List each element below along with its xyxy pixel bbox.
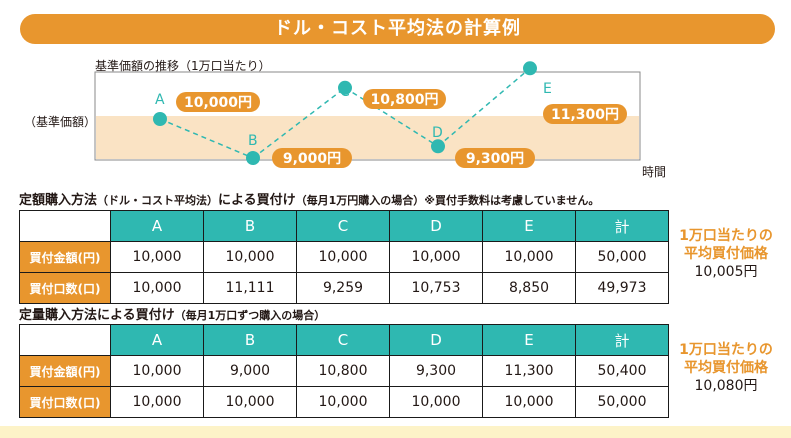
table-cell: 10,000 xyxy=(110,272,204,304)
column-header: E xyxy=(482,324,576,356)
table-cell: 50,000 xyxy=(575,241,669,273)
table-cell: 10,753 xyxy=(389,272,483,304)
point-label: D xyxy=(432,125,443,141)
avg-label: 1万口当たりの xyxy=(679,228,773,244)
data-point xyxy=(153,112,167,126)
value-label-bg xyxy=(272,148,352,168)
avg-label: 平均買付価格 xyxy=(684,246,768,262)
table-cell: 10,000 xyxy=(482,386,576,418)
value-label-bg xyxy=(543,104,627,124)
value-label: 9,000円 xyxy=(283,151,341,167)
table-cell: 10,000 xyxy=(389,386,483,418)
column-header: 計 xyxy=(575,324,669,356)
corner-cell xyxy=(19,210,111,242)
column-header: A xyxy=(110,210,204,242)
y-axis-label: （基準価額） xyxy=(24,115,97,129)
value-label: 10,800円 xyxy=(370,92,438,108)
column-header: B xyxy=(203,324,297,356)
table-cell: 10,000 xyxy=(482,241,576,273)
data-point xyxy=(431,139,445,154)
avg-price-2: 1万口当たりの 平均買付価格 10,080円 xyxy=(667,341,785,395)
column-header: B xyxy=(203,210,297,242)
table-row: 買付口数(口) 10,000 11,111 9,259 10,753 8,850… xyxy=(19,272,669,304)
column-header: E xyxy=(482,210,576,242)
table-cell: 10,800 xyxy=(296,355,390,387)
avg-value: 10,005円 xyxy=(694,264,758,280)
chart-frame-border xyxy=(94,71,641,161)
section1-title: 定額購入方法（ドル・コスト平均法）による買付け（毎月1万円購入の場合）※買付手数… xyxy=(19,193,600,208)
table-cell: 49,973 xyxy=(575,272,669,304)
column-header: D xyxy=(389,324,483,356)
chart-caption: 基準価額の推移（1万口当たり） xyxy=(95,59,271,73)
column-header: D xyxy=(389,210,483,242)
data-point xyxy=(246,151,260,165)
column-header: C xyxy=(296,324,390,356)
row-label: 買付口数(口) xyxy=(19,386,111,418)
value-label: 9,300円 xyxy=(466,151,524,167)
table-cell: 10,000 xyxy=(203,386,297,418)
point-label: C xyxy=(340,84,350,100)
point-label: B xyxy=(248,133,258,149)
table-cell: 8,850 xyxy=(482,272,576,304)
avg-label: 平均買付価格 xyxy=(684,360,768,376)
data-point xyxy=(523,61,537,76)
page-title: ドル・コスト平均法の計算例 xyxy=(20,14,775,44)
avg-label: 1万口当たりの xyxy=(679,342,773,358)
value-label-bg xyxy=(176,92,260,112)
price-chart: A 10,000円 B 9,000円 C 10,800円 D 9,300円 E 11,300円 xyxy=(94,61,641,168)
table-cell: 11,300 xyxy=(482,355,576,387)
point-label: E xyxy=(543,81,552,97)
table-cell: 10,000 xyxy=(110,355,204,387)
table-cell: 10,000 xyxy=(296,386,390,418)
table-header-row: A B C D E 計 xyxy=(19,210,669,242)
table-cell: 9,000 xyxy=(203,355,297,387)
table-cell: 50,400 xyxy=(575,355,669,387)
bottom-strip xyxy=(0,426,791,438)
value-label: 10,000円 xyxy=(184,95,252,111)
value-label: 11,300円 xyxy=(551,107,619,123)
table-cell: 10,000 xyxy=(110,386,204,418)
point-label: A xyxy=(155,92,165,108)
series-line-segment xyxy=(437,67,531,147)
data-point xyxy=(338,80,352,95)
row-label: 買付口数(口) xyxy=(19,272,111,304)
table-cell: 9,300 xyxy=(389,355,483,387)
table-cell: 10,000 xyxy=(203,241,297,273)
table-cell: 50,000 xyxy=(575,386,669,418)
column-header: A xyxy=(110,324,204,356)
series-line-segment xyxy=(159,118,254,159)
column-header: 計 xyxy=(575,210,669,242)
table-cell: 10,000 xyxy=(389,241,483,273)
table-cell: 9,259 xyxy=(296,272,390,304)
value-label-bg xyxy=(363,89,446,109)
x-axis-label: 時間 xyxy=(642,165,667,179)
avg-value: 10,080円 xyxy=(694,378,758,394)
column-header: C xyxy=(296,210,390,242)
table-cell: 10,000 xyxy=(296,241,390,273)
reference-band xyxy=(96,116,639,159)
series-line-segment xyxy=(252,87,346,159)
value-label-bg xyxy=(455,148,535,168)
table-row: 買付金額(円) 10,000 9,000 10,800 9,300 11,300… xyxy=(19,355,669,387)
avg-price-1: 1万口当たりの 平均買付価格 10,005円 xyxy=(667,227,785,281)
row-label: 買付金額(円) xyxy=(19,241,111,273)
series-line-segment xyxy=(344,87,439,147)
table-row: 買付金額(円) 10,000 10,000 10,000 10,000 10,0… xyxy=(19,241,669,273)
corner-cell xyxy=(19,324,111,356)
table-cell: 10,000 xyxy=(110,241,204,273)
table-header-row: A B C D E 計 xyxy=(19,324,669,356)
fixed-amount-table: A B C D E 計 買付金額(円) 10,000 10,000 10,000… xyxy=(19,210,669,304)
section2-title: 定量購入方法による買付け（毎月1万口ずつ購入の場合） xyxy=(19,308,326,323)
table-cell: 11,111 xyxy=(203,272,297,304)
row-label: 買付金額(円) xyxy=(19,355,111,387)
table-row: 買付口数(口) 10,000 10,000 10,000 10,000 10,0… xyxy=(19,386,669,418)
fixed-quantity-table: A B C D E 計 買付金額(円) 10,000 9,000 10,800 … xyxy=(19,324,669,418)
